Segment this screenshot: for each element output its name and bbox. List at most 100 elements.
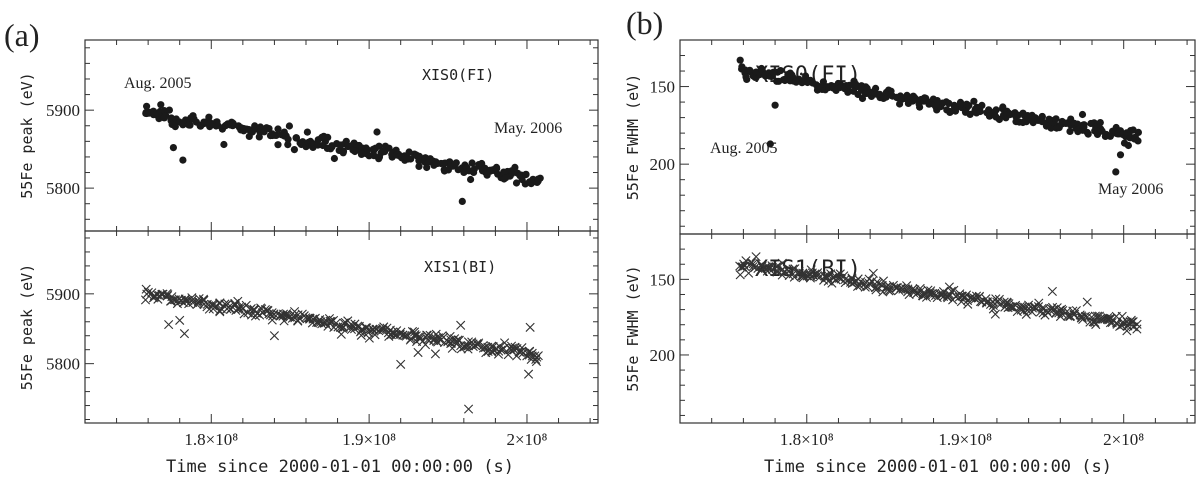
data-point (750, 262, 760, 272)
data-point (458, 197, 466, 205)
data-point (282, 311, 292, 322)
data-point (944, 282, 954, 292)
data-point (1047, 286, 1057, 297)
data-point (284, 135, 292, 143)
data-point (1066, 127, 1074, 135)
data-point (318, 133, 326, 141)
annotation: Aug. 2005 (124, 75, 192, 92)
y-tick-label: 200 (650, 346, 676, 365)
data-point (970, 97, 978, 105)
data-point (493, 164, 501, 173)
data-point (467, 175, 475, 184)
data-point (892, 282, 902, 293)
data-point (1084, 130, 1092, 138)
data-point (827, 278, 837, 288)
subplot-a-top-xis0: 5800 5900 55Fe peak (eV) XIS0(FI) Aug. 2005 M… (18, 39, 599, 232)
data-point (844, 88, 852, 96)
data-point (263, 124, 271, 132)
data-point (220, 140, 228, 149)
data-point (512, 179, 521, 187)
data-point (415, 162, 423, 170)
data-point (185, 121, 193, 129)
data-point (468, 159, 476, 167)
data-point (175, 315, 185, 325)
plot-frame (679, 233, 1196, 424)
data-point (1082, 297, 1092, 307)
series-label: XIS1(BI) (424, 258, 496, 276)
annotation: May. 2006 (494, 120, 562, 137)
data-point (945, 99, 953, 107)
data-point (451, 160, 459, 168)
data-point (375, 325, 385, 335)
data-point (330, 154, 338, 163)
panel-a-xlabel: Time since 2000-01-01 00:00:00 (s) (166, 457, 514, 477)
y-tick-label: 200 (650, 155, 676, 174)
data-point (379, 322, 389, 332)
data-point (1090, 311, 1100, 321)
y-tick-label: 5800 (46, 355, 80, 374)
data-point (364, 333, 374, 343)
data-point (845, 81, 853, 89)
data-point (456, 320, 466, 330)
x-tick-label: 1.8×10⁸ (184, 430, 238, 449)
data-point (517, 343, 527, 353)
data-point (407, 155, 415, 163)
data-point (405, 148, 413, 156)
data-point (285, 122, 293, 130)
data-point (1078, 110, 1087, 119)
data-point (157, 101, 165, 109)
panel-a-letter: (a) (4, 17, 40, 53)
data-point (961, 290, 972, 300)
data-point (1024, 300, 1034, 310)
data-point (509, 345, 519, 355)
data-point (751, 252, 761, 262)
data-point (337, 323, 348, 334)
data-point (430, 349, 441, 359)
data-point (871, 285, 881, 295)
data-point (904, 289, 914, 300)
data-point (223, 299, 233, 309)
data-point (735, 270, 745, 280)
data-point (413, 347, 423, 358)
y-axis-label: 55Fe FWHM (eV) (624, 265, 642, 391)
data-point (470, 165, 478, 173)
y-axis-label: 55Fe FWHM (eV) (624, 74, 642, 200)
data-point (233, 296, 243, 306)
panel-b-xlabel: Time since 2000-01-01 00:00:00 (s) (764, 457, 1112, 477)
data-point (422, 330, 432, 341)
data-point (1129, 126, 1137, 134)
data-point (339, 149, 347, 157)
data-point (872, 84, 880, 92)
data-point (813, 268, 823, 278)
data-point (1057, 308, 1067, 319)
data-point (143, 102, 151, 110)
data-point (946, 108, 954, 116)
data-point (976, 107, 984, 116)
data-point (373, 128, 381, 136)
y-axis-label: 55Fe peak (eV) (18, 72, 36, 198)
data-point (530, 351, 540, 361)
data-point (771, 262, 781, 272)
y-tick-label: 150 (650, 270, 676, 289)
data-point (324, 133, 332, 141)
data-point (978, 101, 986, 109)
data-point (325, 316, 335, 326)
data-point (788, 264, 798, 274)
data-point (410, 331, 420, 341)
data-point (933, 97, 941, 105)
data-point (847, 278, 857, 288)
data-point (536, 174, 544, 182)
data-point (1122, 326, 1132, 336)
data-point (257, 304, 267, 314)
data-point (375, 142, 383, 150)
x-tick-label: 2×10⁸ (506, 430, 547, 449)
data-point (965, 102, 973, 110)
data-point (525, 322, 535, 332)
x-tick-label: 1.9×10⁸ (938, 430, 992, 449)
y-tick-label: 150 (650, 78, 676, 97)
data-point (179, 156, 187, 164)
data-point (1037, 303, 1047, 313)
series-label: XIS0(FI) (422, 66, 494, 84)
data-point (1106, 132, 1114, 140)
